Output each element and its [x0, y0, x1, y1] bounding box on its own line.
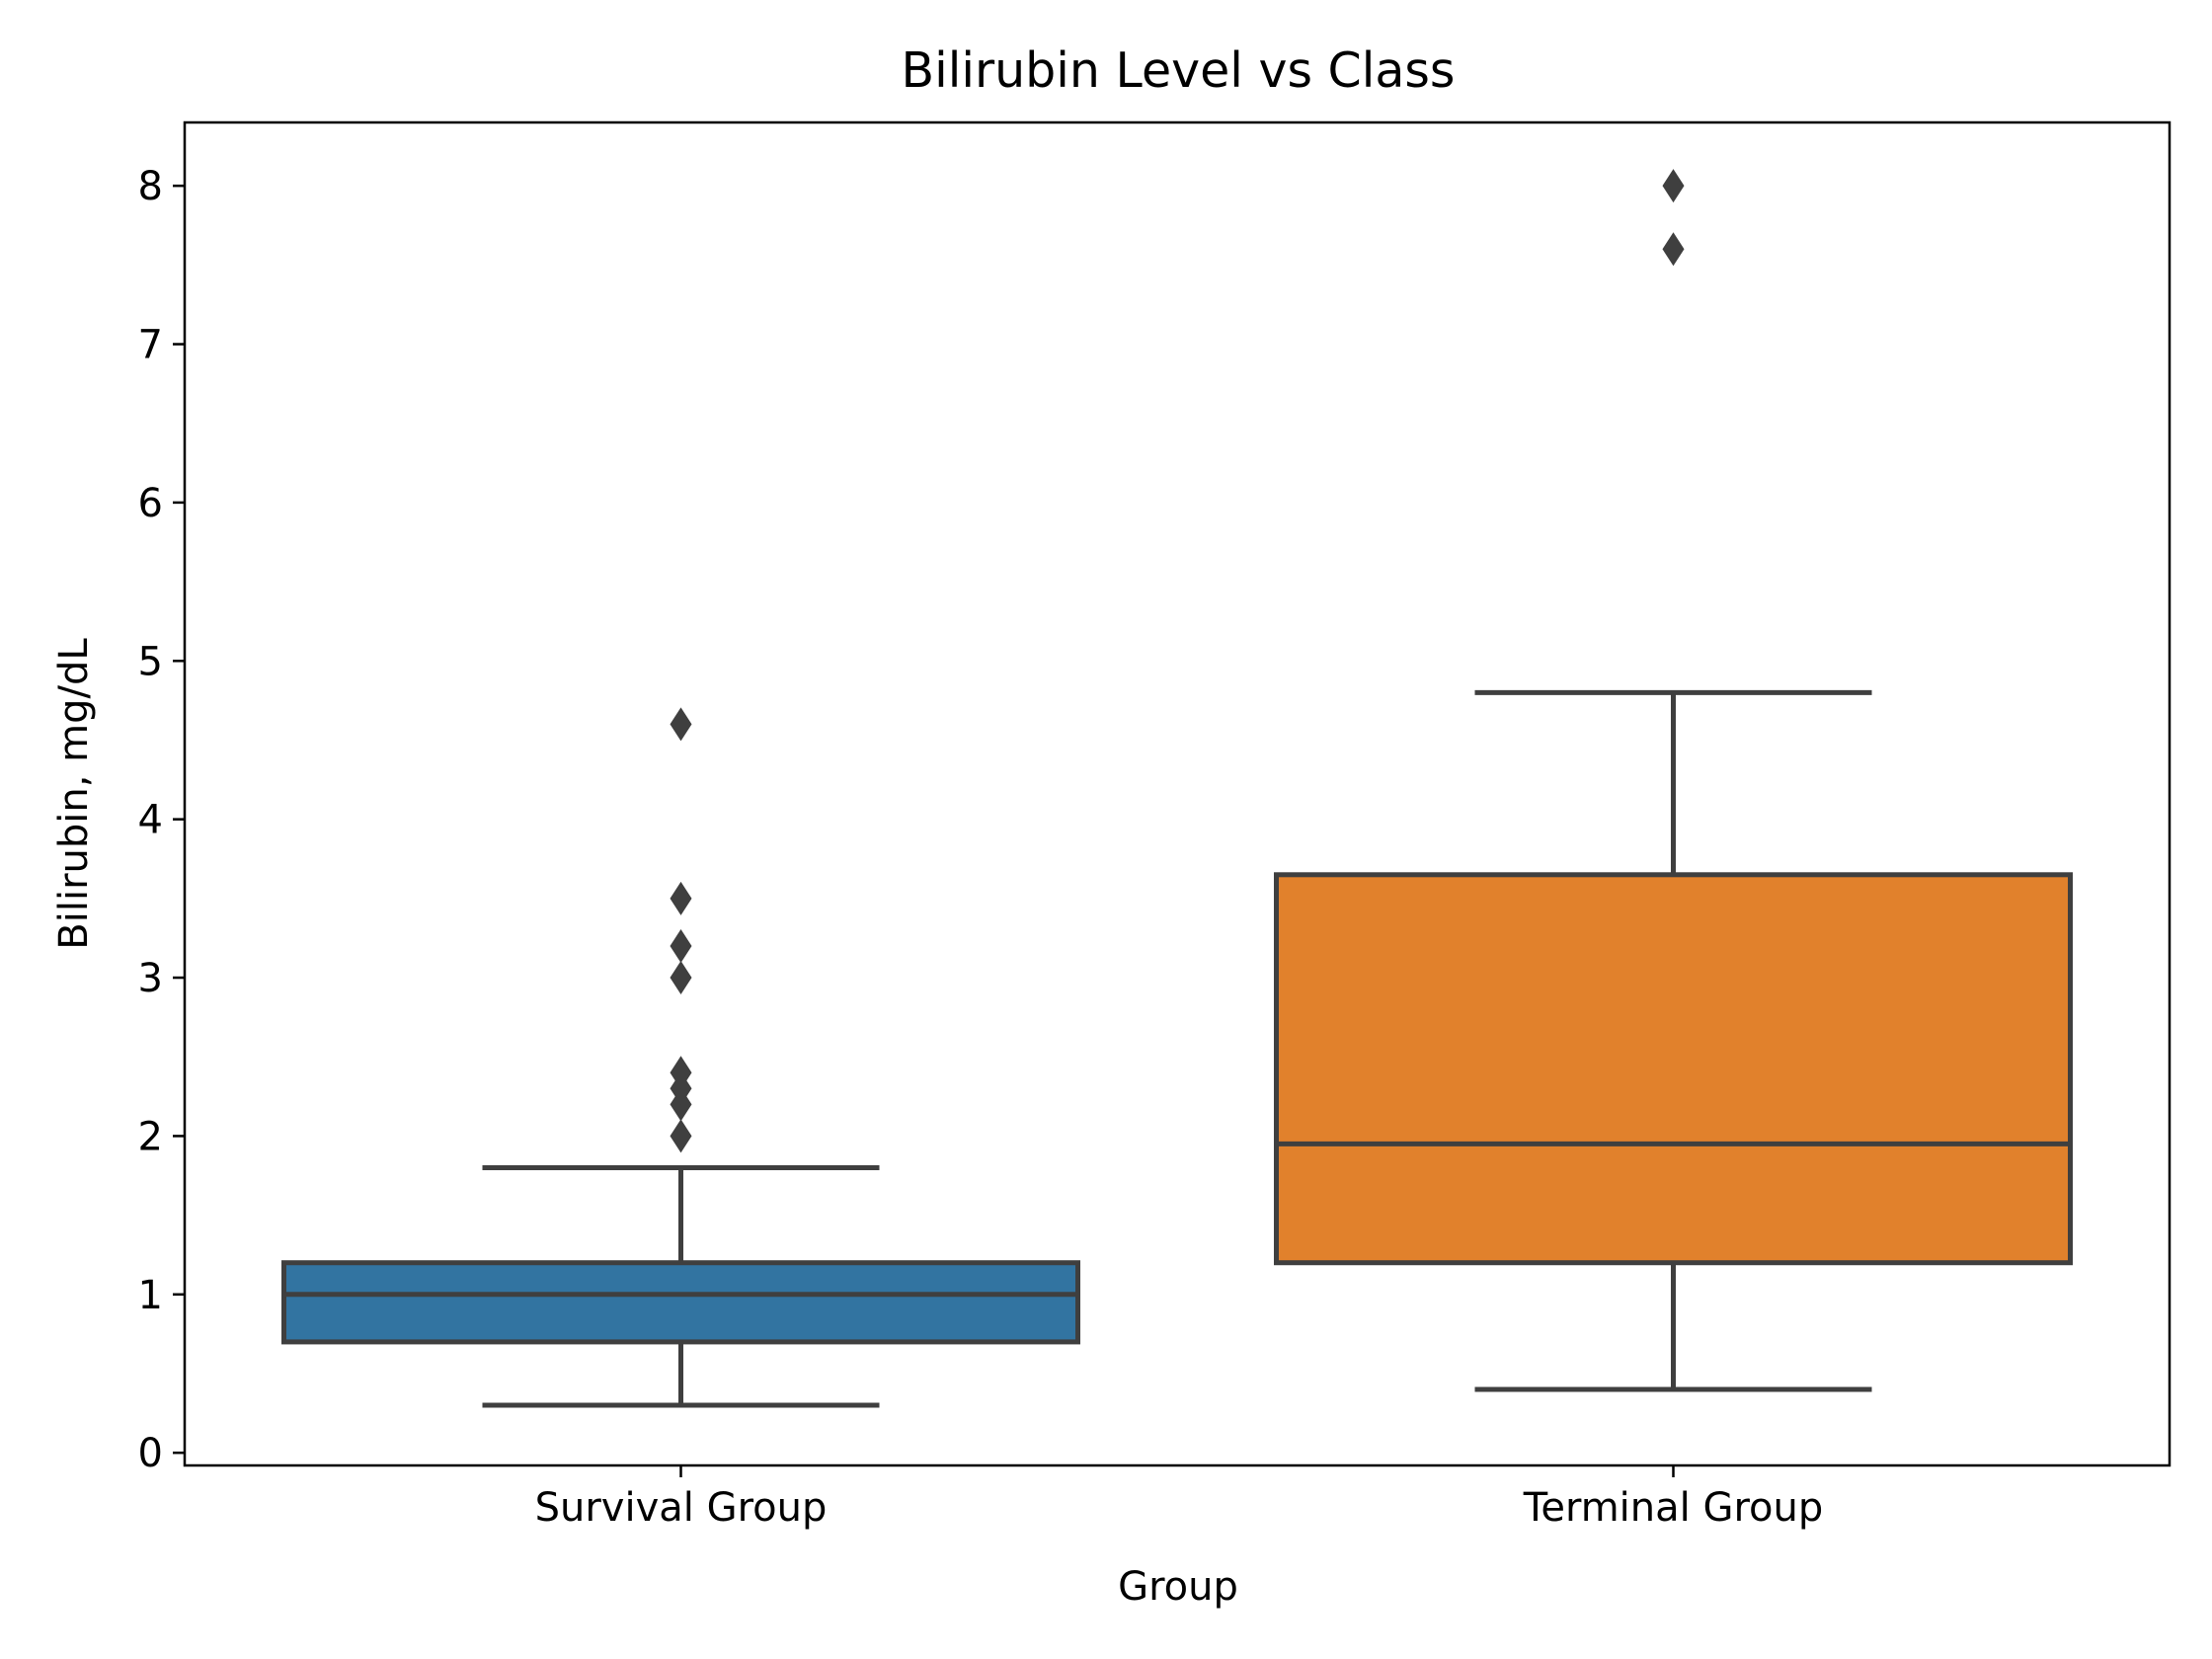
outlier-point: [670, 1056, 692, 1090]
box-group: [1274, 169, 2073, 1392]
y-tick-label: 5: [138, 639, 163, 684]
y-axis-label: Bilirubin, mg/dL: [51, 638, 97, 950]
boxes-layer: [281, 169, 2073, 1408]
chart-title: Bilirubin Level vs Class: [902, 42, 1456, 99]
plot-frame: [183, 120, 2172, 1467]
y-tick-label: 7: [138, 323, 163, 368]
outlier-point: [670, 881, 692, 915]
y-axis: 0 1 2 3 4 5 6 7 8: [138, 164, 185, 1476]
outlier-point: [670, 1119, 692, 1153]
iqr-box: [1274, 872, 2073, 1266]
y-tick-label: 1: [138, 1273, 163, 1318]
y-tick-label: 8: [138, 164, 163, 209]
y-tick-label: 2: [138, 1114, 163, 1159]
y-tick-label: 0: [138, 1431, 163, 1476]
outlier-point: [1662, 169, 1685, 203]
x-tick-label: Survival Group: [535, 1485, 828, 1531]
y-tick-label: 4: [138, 798, 163, 843]
x-axis: Survival Group Terminal Group: [535, 1465, 1824, 1531]
y-tick-label: 6: [138, 481, 163, 526]
outlier-point: [1662, 232, 1685, 267]
outlier-point: [670, 961, 692, 995]
box-group: [281, 707, 1080, 1408]
iqr-box: [281, 1260, 1080, 1345]
outlier-point: [670, 707, 692, 742]
y-tick-label: 3: [138, 956, 163, 1001]
x-tick-label: Terminal Group: [1523, 1485, 1824, 1531]
x-axis-label: Group: [1118, 1564, 1238, 1610]
outlier-point: [670, 928, 692, 963]
